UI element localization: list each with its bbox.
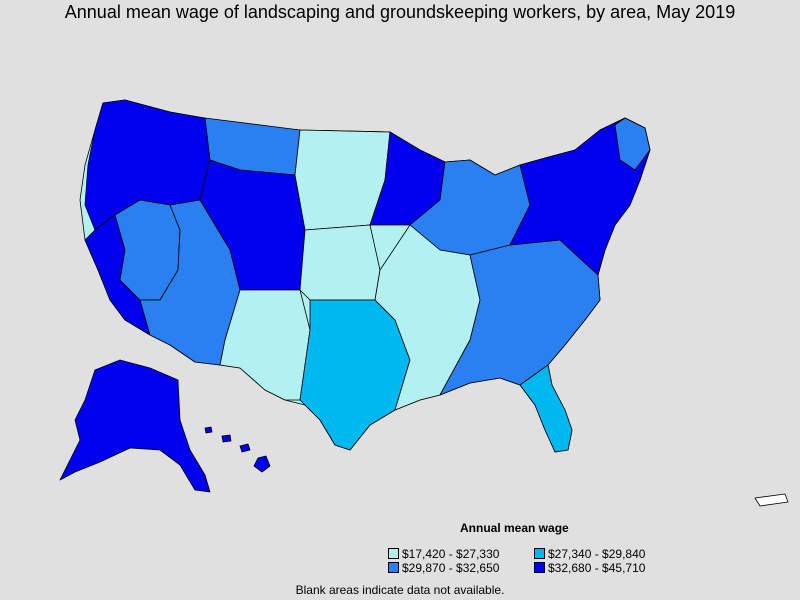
legend-swatch xyxy=(534,562,545,573)
map-title: Annual mean wage of landscaping and grou… xyxy=(64,2,736,22)
region-oklahoma-texas xyxy=(299,299,411,451)
region-central-plains xyxy=(299,224,381,301)
region-hawaii-oahu xyxy=(221,434,232,443)
legend-label: $29,870 - $32,650 xyxy=(402,561,500,575)
region-utah-arizona xyxy=(139,199,241,366)
region-hawaii-big-island xyxy=(253,455,271,473)
legend-item: $29,870 - $32,650 xyxy=(388,561,499,575)
footnote: Blank areas indicate data not available. xyxy=(295,583,505,597)
legend-swatch xyxy=(534,548,545,559)
region-hawaii-maui xyxy=(239,443,251,453)
region-hawaii-kauai xyxy=(204,426,213,434)
legend-title: Annual mean wage xyxy=(460,521,569,535)
legend-label: $32,680 - $45,710 xyxy=(548,561,646,575)
region-puerto-rico xyxy=(754,493,789,507)
legend-item: $32,680 - $45,710 xyxy=(534,561,645,575)
legend-swatch xyxy=(388,548,399,559)
legend-label: $27,340 - $29,840 xyxy=(548,547,646,561)
legend-item: $17,420 - $27,330 xyxy=(388,547,499,561)
region-maine xyxy=(614,117,651,171)
region-alaska xyxy=(59,359,211,493)
region-florida xyxy=(519,364,573,453)
region-new-mexico xyxy=(219,289,311,401)
legend-label: $17,420 - $27,330 xyxy=(402,547,500,561)
legend-item: $27,340 - $29,840 xyxy=(534,547,645,561)
legend-swatch xyxy=(388,562,399,573)
region-northeast xyxy=(509,117,651,276)
